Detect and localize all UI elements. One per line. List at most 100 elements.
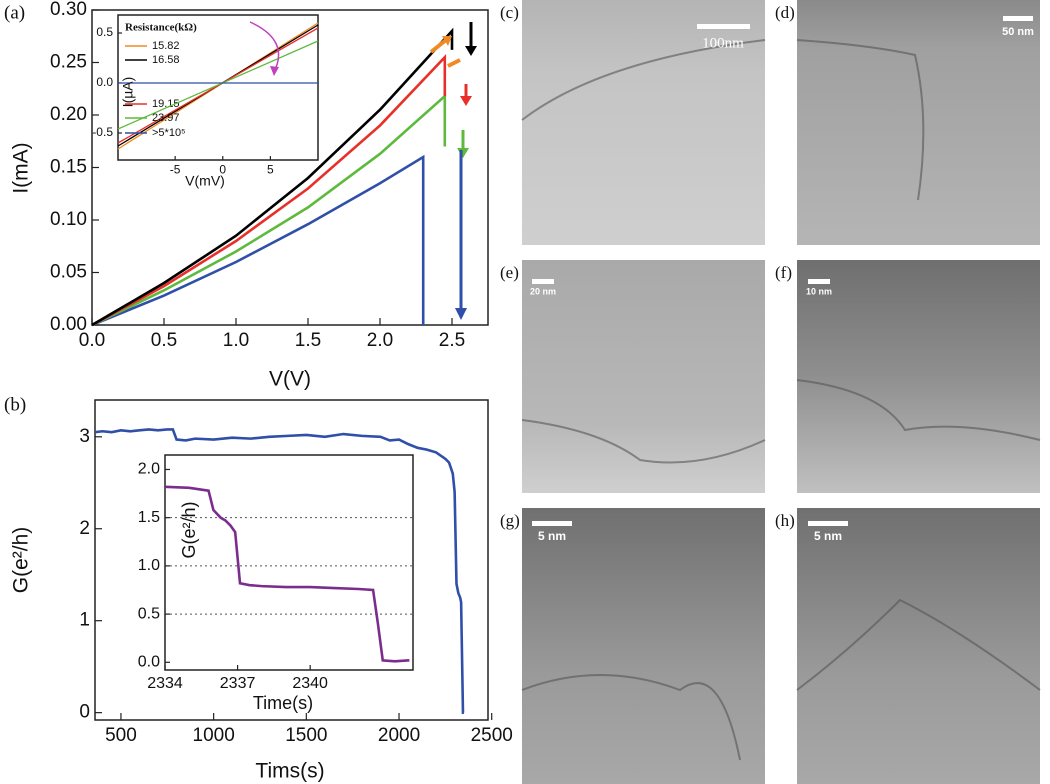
legend-label: >5*10⁵ <box>152 127 186 139</box>
panel-label: (d) <box>775 3 795 22</box>
y-tick-label: 0.5 <box>138 605 160 622</box>
panel-label: (g) <box>500 511 520 530</box>
y-tick-label: 3 <box>79 426 90 447</box>
edge <box>521 674 741 761</box>
panel-label: (a) <box>4 2 25 23</box>
arrow <box>447 58 461 68</box>
x-tick-label: 1500 <box>285 725 327 746</box>
plot-area <box>94 399 489 721</box>
x-tick-label: 2.5 <box>439 330 465 351</box>
scale-bar-label: 5 nm <box>538 529 566 543</box>
legend-title: Resistance(kΩ) <box>125 22 197 34</box>
y-tick-label: 1.5 <box>138 509 160 526</box>
edge <box>796 379 1041 441</box>
y-tick-label: 0.0 <box>138 654 160 671</box>
scale-bar <box>697 24 750 29</box>
micrograph <box>522 260 765 493</box>
panel-label: (e) <box>500 263 519 282</box>
y-tick-label: 2.0 <box>138 461 160 478</box>
arrow-head <box>457 148 469 158</box>
scale-bar <box>1003 16 1033 21</box>
y-tick-label: 0.0 <box>96 75 113 89</box>
arrow-head <box>460 96 472 106</box>
x-tick-label: 500 <box>105 725 137 746</box>
edge <box>521 39 766 121</box>
x-tick-label: 2340 <box>292 675 328 692</box>
data-line <box>164 485 410 663</box>
micrographs: 100nm (c) 50 nm (d) 20 nm (e) 10 nm (f) 5 nm (g) 5… <box>500 0 1041 784</box>
arrow-head <box>442 36 452 46</box>
x-axis-label: V(V) <box>269 368 311 391</box>
y-axis-label: I(mA) <box>10 142 33 193</box>
x-tick-label: -5 <box>170 162 181 176</box>
x-axis-label: V(mV) <box>185 173 225 189</box>
y-tick-label: 0.00 <box>50 314 87 335</box>
arrow-head <box>270 66 279 76</box>
edge <box>796 39 925 201</box>
scale-bar-label: 50 nm <box>1002 26 1034 38</box>
x-tick-label: 1.5 <box>295 330 321 351</box>
legend-label: 23.97 <box>152 112 180 124</box>
data-line <box>91 53 447 327</box>
y-tick-label: 0.10 <box>50 209 87 230</box>
x-tick-label: 2334 <box>147 675 183 692</box>
y-tick-label: 2 <box>79 518 90 539</box>
arrow-head <box>455 308 467 320</box>
y-tick-label: 0 <box>79 702 90 723</box>
plot-area <box>164 454 414 671</box>
plot-area <box>117 14 319 161</box>
charts: 0.0 0.5 1.0 1.5 2.0 2.50.000.050.100.150.200.… <box>4 0 513 783</box>
arrow <box>429 38 448 54</box>
scale-bar-label: 10 nm <box>806 286 832 296</box>
x-tick-label: 0 <box>219 162 226 176</box>
scale-bar <box>532 521 572 526</box>
panel-label: (f) <box>775 263 792 282</box>
annotations <box>249 21 477 320</box>
micrograph <box>797 260 1040 493</box>
scale-bar <box>808 279 830 284</box>
panel-label: (c) <box>500 3 519 22</box>
micrograph <box>797 0 1040 245</box>
y-axis-label: G(e²/h) <box>10 527 33 594</box>
y-tick-label: 0.20 <box>50 104 87 125</box>
y-tick-label: 0.30 <box>50 0 87 20</box>
y-tick-label: 0.25 <box>50 52 87 73</box>
scale-bar <box>808 521 848 526</box>
x-tick-label: 2.0 <box>367 330 393 351</box>
y-axis-label: I(µA) <box>120 77 136 108</box>
x-tick-label: 1.0 <box>223 330 249 351</box>
x-tick-label: 1000 <box>193 725 235 746</box>
y-tick-label: 0.5 <box>96 25 113 39</box>
x-axis-label: Tims(s) <box>255 760 324 783</box>
y-axis-label: G(e²/h) <box>179 501 199 558</box>
edge <box>796 598 1041 691</box>
y-tick-label: -0.5 <box>92 125 113 139</box>
scale-bar-label: 5 nm <box>814 529 842 543</box>
x-tick-label: 2337 <box>220 675 256 692</box>
x-axis-label: Time(s) <box>253 693 313 713</box>
panel-label: (b) <box>4 394 26 415</box>
edge <box>521 419 766 464</box>
x-tick-label: 0.0 <box>79 330 105 351</box>
micrograph <box>797 508 1040 784</box>
y-tick-label: 1.0 <box>138 557 160 574</box>
legend-label: 16.58 <box>152 54 180 66</box>
y-tick-label: 1 <box>79 610 90 631</box>
legend-label: 15.82 <box>152 40 180 52</box>
scale-bar <box>532 279 554 284</box>
y-tick-label: 0.15 <box>50 157 87 178</box>
micrograph <box>522 508 765 784</box>
x-tick-label: 2500 <box>471 725 513 746</box>
arrow-head <box>465 46 477 56</box>
curved-arrow <box>249 21 280 73</box>
x-tick-label: 2000 <box>378 725 420 746</box>
data-line <box>117 40 319 130</box>
legend-label: 19.15 <box>152 98 180 110</box>
x-tick-label: 0.5 <box>151 330 177 351</box>
y-tick-label: 0.05 <box>50 262 87 283</box>
data-line <box>94 428 465 714</box>
scale-bar-label: 20 nm <box>530 286 556 296</box>
panel-label: (h) <box>775 511 795 530</box>
x-tick-label: 5 <box>267 162 274 176</box>
